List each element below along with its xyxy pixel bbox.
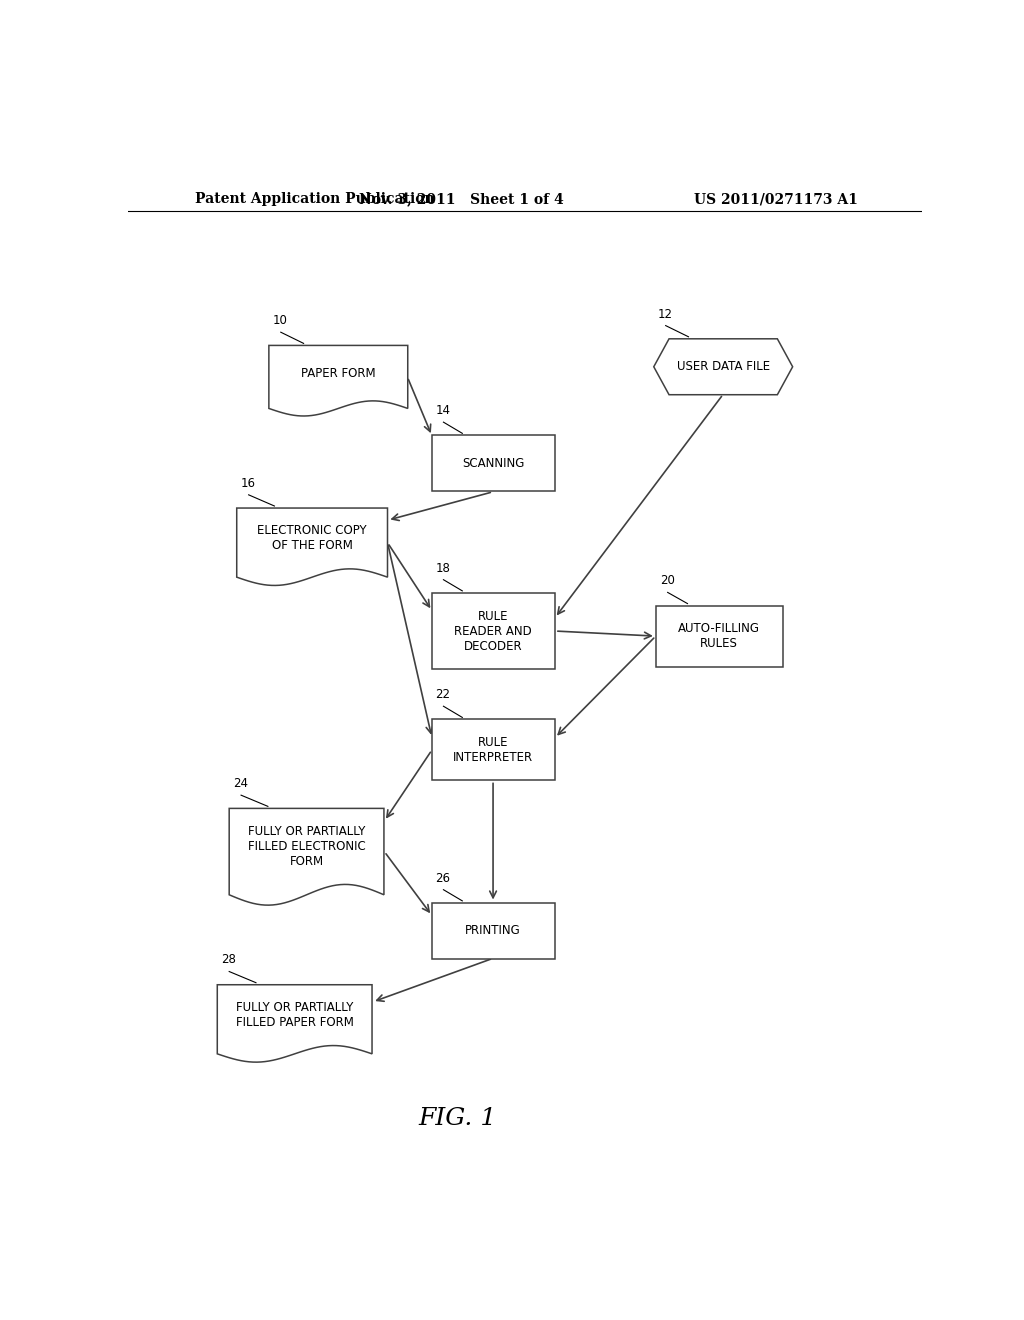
Text: 16: 16 [241,477,256,490]
Text: 10: 10 [272,314,288,327]
Text: 26: 26 [435,871,451,884]
Text: RULE
READER AND
DECODER: RULE READER AND DECODER [455,610,531,652]
Text: RULE
INTERPRETER: RULE INTERPRETER [453,737,534,764]
Text: US 2011/0271173 A1: US 2011/0271173 A1 [694,191,858,206]
Bar [431,903,555,958]
Polygon shape [653,339,793,395]
Text: FULLY OR PARTIALLY
FILLED ELECTRONIC
FORM: FULLY OR PARTIALLY FILLED ELECTRONIC FOR… [248,825,366,869]
Text: AUTO-FILLING
RULES: AUTO-FILLING RULES [678,622,760,651]
Text: ELECTRONIC COPY
OF THE FORM: ELECTRONIC COPY OF THE FORM [257,524,367,553]
Text: FULLY OR PARTIALLY
FILLED PAPER FORM: FULLY OR PARTIALLY FILLED PAPER FORM [236,1001,353,1030]
Bar [655,606,782,667]
Text: 24: 24 [233,777,248,791]
Polygon shape [229,808,384,906]
Polygon shape [237,508,387,586]
Text: 12: 12 [657,308,673,321]
Text: PRINTING: PRINTING [465,924,521,937]
Text: 20: 20 [659,574,675,587]
Text: Patent Application Publication: Patent Application Publication [196,191,435,206]
Text: 14: 14 [435,404,451,417]
Text: Nov. 3, 2011   Sheet 1 of 4: Nov. 3, 2011 Sheet 1 of 4 [359,191,563,206]
Text: USER DATA FILE: USER DATA FILE [677,360,770,374]
Text: FIG. 1: FIG. 1 [418,1107,497,1130]
Bar [431,593,555,669]
Text: 22: 22 [435,688,451,701]
Polygon shape [269,346,408,416]
Polygon shape [217,985,372,1063]
Text: PAPER FORM: PAPER FORM [301,367,376,380]
Text: 28: 28 [221,953,237,966]
Bar [431,719,555,780]
Text: 18: 18 [435,561,451,574]
Text: SCANNING: SCANNING [462,457,524,470]
Bar [431,436,555,491]
